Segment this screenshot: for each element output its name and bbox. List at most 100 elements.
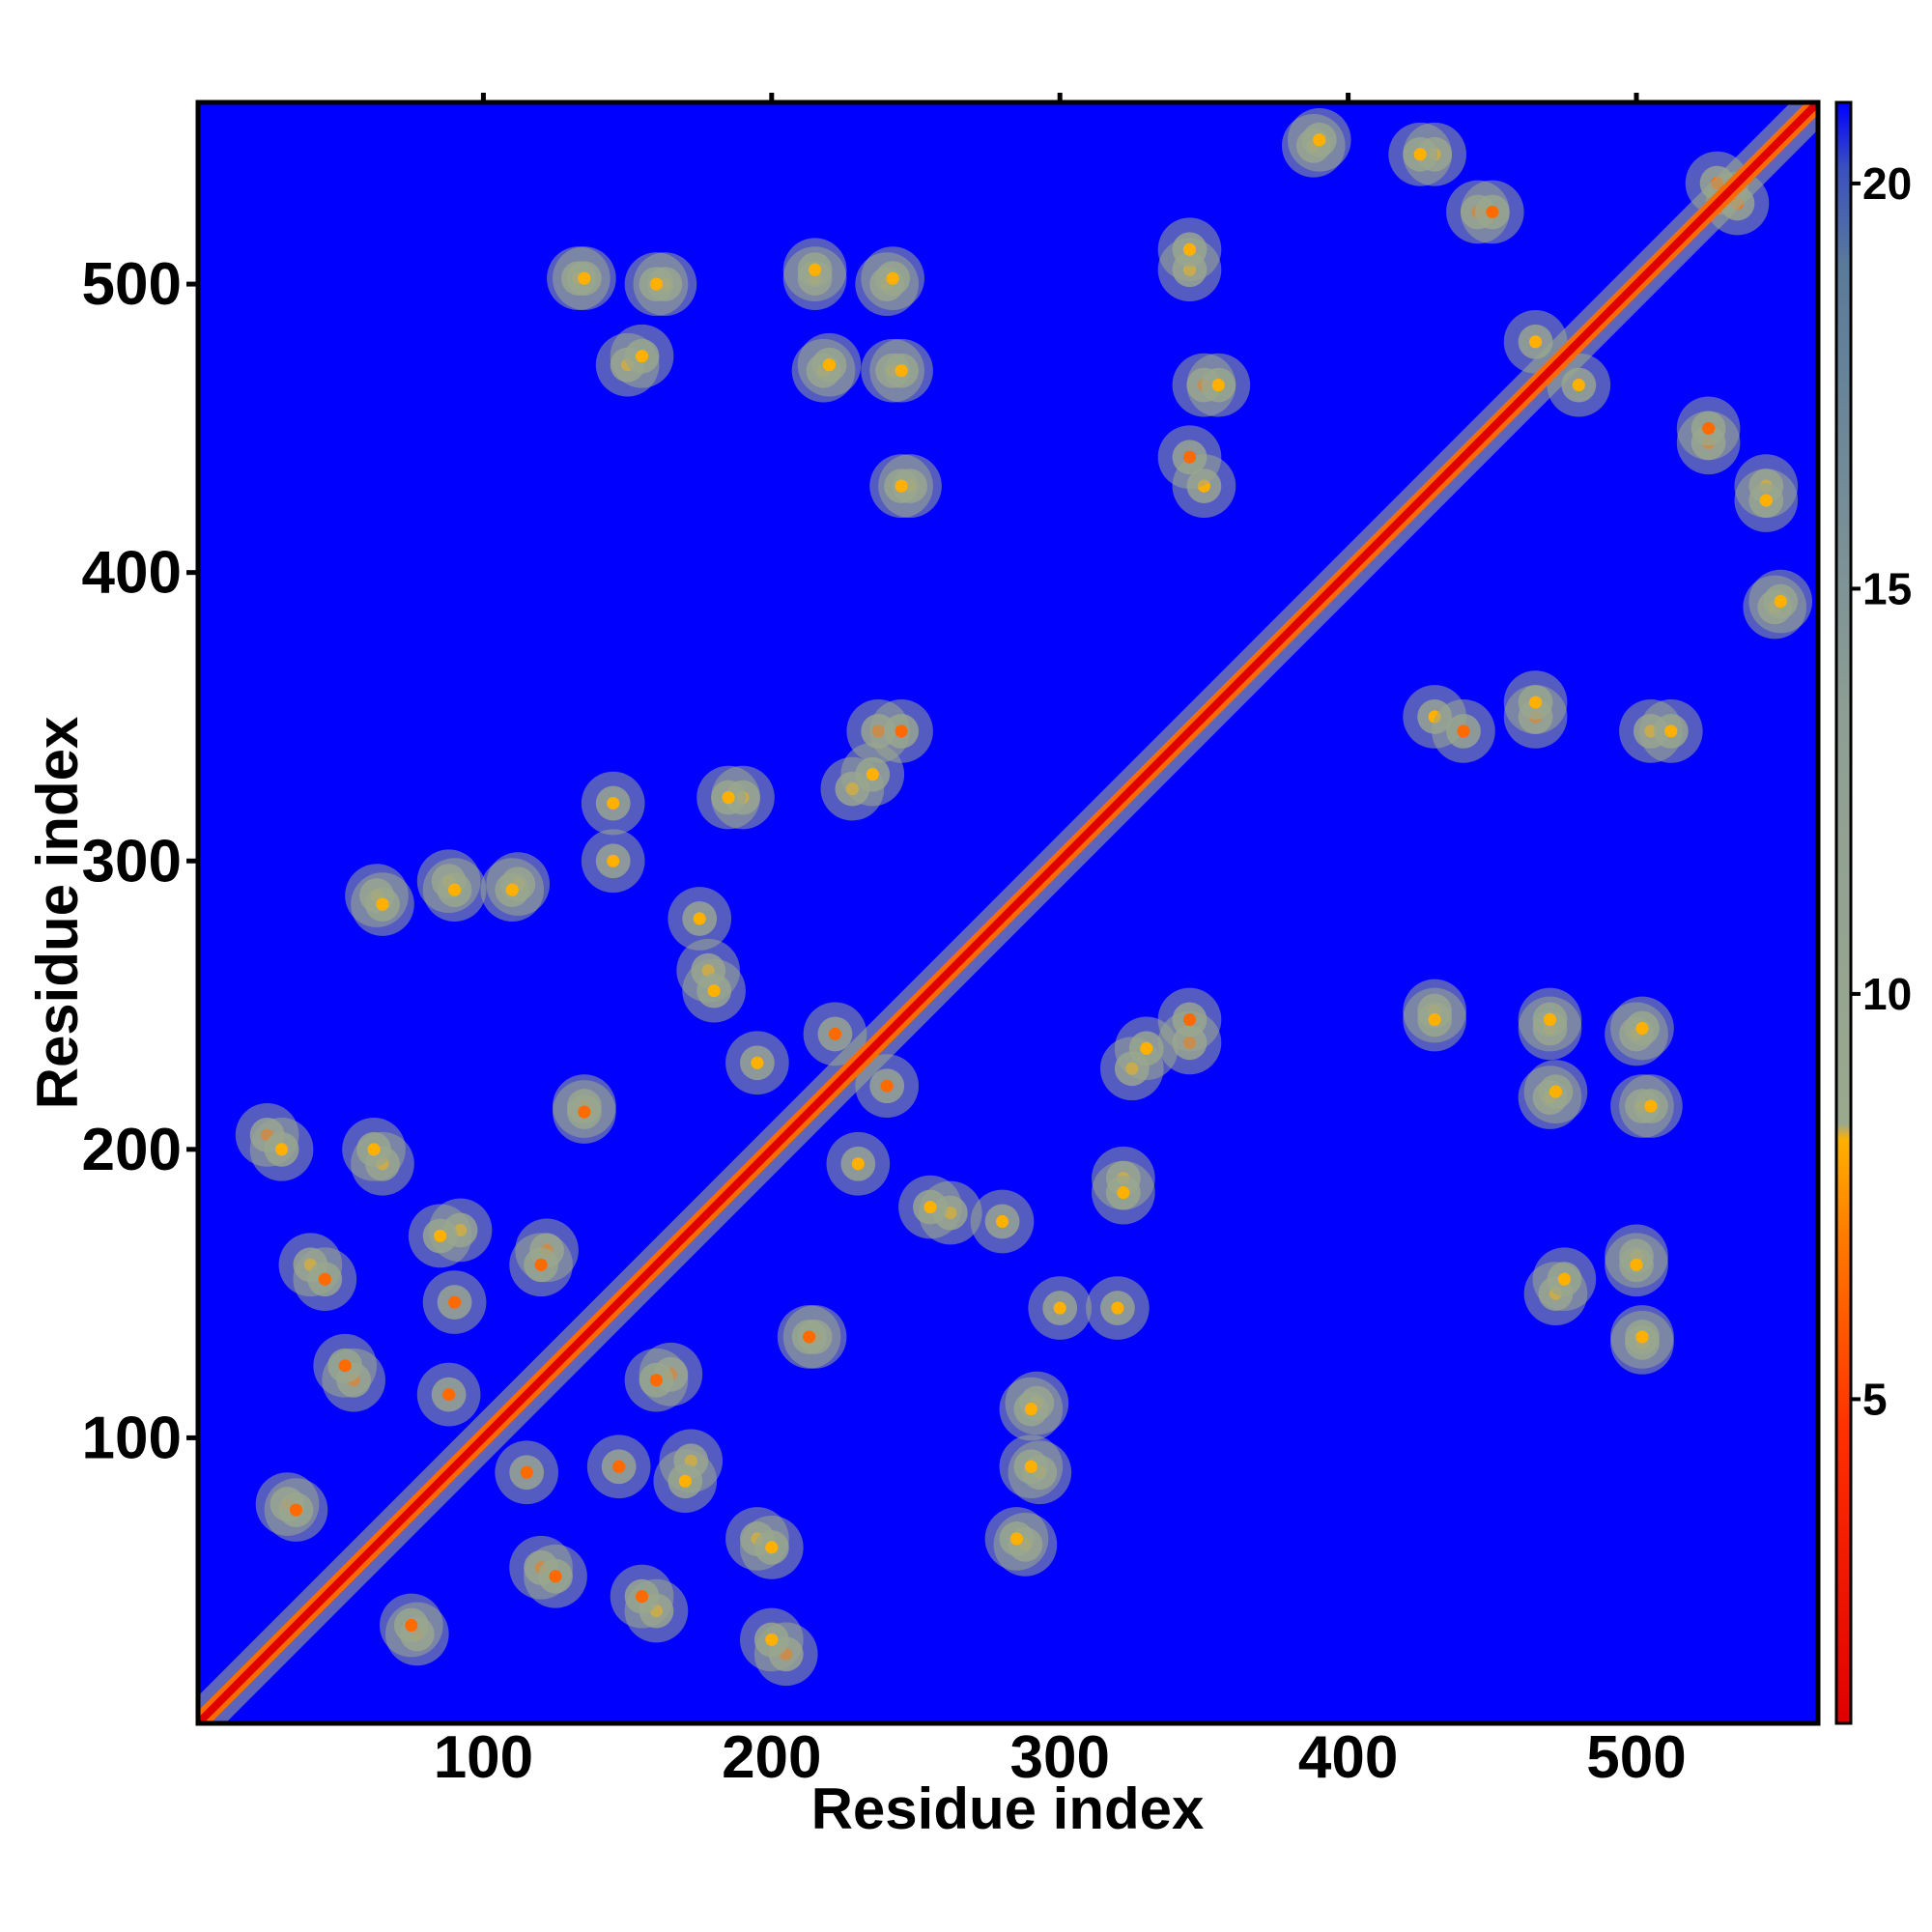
contact-core xyxy=(1759,494,1773,507)
contact-core xyxy=(1313,133,1326,147)
x-tick-label: 100 xyxy=(434,1724,533,1791)
plot-frame xyxy=(195,99,1821,1726)
contact-core xyxy=(1635,1330,1649,1344)
contact-core xyxy=(607,854,620,867)
contact-core xyxy=(635,350,649,363)
contact-core xyxy=(318,1272,331,1286)
x-axis-ticks: 100 200 300 400 500 xyxy=(434,93,1687,1791)
contact-core xyxy=(895,724,908,738)
contact-core xyxy=(649,277,664,291)
contact-core xyxy=(923,1200,937,1214)
contact-core xyxy=(809,263,822,276)
y-tick-label: 100 xyxy=(82,1405,182,1471)
x-tick-label: 400 xyxy=(1298,1724,1398,1791)
colorbar-tick-label: 10 xyxy=(1862,969,1912,1019)
colorbar: 5 10 15 20 xyxy=(1834,100,1912,1725)
y-tick-label: 300 xyxy=(82,828,182,895)
contact-core xyxy=(338,1359,352,1373)
contact-core xyxy=(1182,242,1197,256)
contact-core xyxy=(612,1460,626,1473)
contact-core xyxy=(1182,450,1197,464)
contact-core xyxy=(448,883,462,896)
contact-core xyxy=(828,1027,842,1040)
x-tick-label: 500 xyxy=(1586,1724,1686,1791)
x-axis-title: Residue index xyxy=(811,1776,1205,1841)
contact-core xyxy=(895,479,908,493)
contact-core xyxy=(367,1143,381,1156)
contact-core xyxy=(895,364,908,378)
contact-core xyxy=(1543,1012,1557,1027)
contact-core xyxy=(1140,1041,1153,1055)
contact-core xyxy=(505,883,519,896)
contact-core xyxy=(1529,335,1543,349)
diagonal-core xyxy=(198,102,1818,1723)
contact-core xyxy=(693,912,706,925)
contact-core xyxy=(822,358,837,372)
colorbar-tick-label: 20 xyxy=(1862,158,1912,209)
colorbar-bar xyxy=(1834,100,1853,1725)
contact-core xyxy=(1024,1402,1037,1416)
contact-core xyxy=(520,1465,533,1479)
y-tick-label: 200 xyxy=(82,1117,182,1183)
contact-core xyxy=(578,271,591,285)
contact-core xyxy=(607,796,620,810)
contact-core xyxy=(1428,1012,1441,1027)
contact-core xyxy=(1635,1021,1649,1035)
contact-core xyxy=(995,1214,1009,1229)
y-tick-label: 500 xyxy=(82,251,182,318)
main-diagonal xyxy=(198,102,1818,1723)
contact-core xyxy=(649,1374,664,1387)
contact-core xyxy=(765,1541,779,1554)
x-tick-label: 300 xyxy=(1009,1724,1109,1791)
contact-core xyxy=(722,791,735,805)
contact-core xyxy=(635,1590,649,1604)
contact-core xyxy=(274,1143,289,1156)
contact-core xyxy=(866,768,879,781)
contact-core xyxy=(1630,1258,1643,1271)
contact-core xyxy=(1548,1085,1563,1098)
contact-core xyxy=(1111,1301,1124,1315)
contact-core xyxy=(1529,696,1543,709)
contact-core xyxy=(765,1633,779,1646)
contact-core xyxy=(549,1570,562,1583)
contact-core xyxy=(1572,379,1585,392)
contact-clusters xyxy=(235,107,1813,1687)
contact-core xyxy=(1009,1532,1024,1546)
contact-core xyxy=(1413,148,1427,161)
contact-core xyxy=(880,1079,894,1093)
contact-core xyxy=(1702,421,1716,435)
contact-core xyxy=(1024,1460,1037,1473)
contact-core xyxy=(448,1295,462,1309)
distance-heatmap xyxy=(198,102,1818,1723)
contact-core xyxy=(1457,724,1470,738)
contact-core xyxy=(1117,1186,1130,1200)
contact-core xyxy=(434,1229,447,1242)
contact-core xyxy=(442,1388,456,1402)
y-tick-label: 400 xyxy=(82,540,182,607)
contact-core xyxy=(1211,379,1225,392)
contact-core xyxy=(289,1503,303,1517)
contact-core xyxy=(803,1330,816,1344)
x-tick-label: 200 xyxy=(722,1724,821,1791)
contact-core xyxy=(886,271,899,285)
contact-core xyxy=(851,1157,865,1171)
contact-core xyxy=(1644,1099,1658,1113)
contact-core xyxy=(534,1258,548,1271)
contact-core xyxy=(1774,594,1787,609)
y-axis-ticks: 100 200 300 400 500 xyxy=(82,251,198,1471)
contact-core xyxy=(578,1105,591,1119)
y-axis-title: Residue index xyxy=(25,717,90,1110)
colorbar-ticks: 5 10 15 20 xyxy=(1851,158,1912,1424)
contact-core xyxy=(707,984,721,998)
contact-core xyxy=(751,1056,764,1069)
contact-core xyxy=(678,1474,692,1488)
colorbar-tick-label: 15 xyxy=(1862,563,1912,613)
contact-core xyxy=(405,1618,418,1633)
contact-core xyxy=(376,897,389,911)
contact-core xyxy=(1053,1301,1066,1315)
contact-core xyxy=(1182,1012,1197,1027)
contact-core xyxy=(1486,205,1499,219)
contact-core xyxy=(1557,1272,1571,1286)
contact-core xyxy=(1664,724,1678,738)
